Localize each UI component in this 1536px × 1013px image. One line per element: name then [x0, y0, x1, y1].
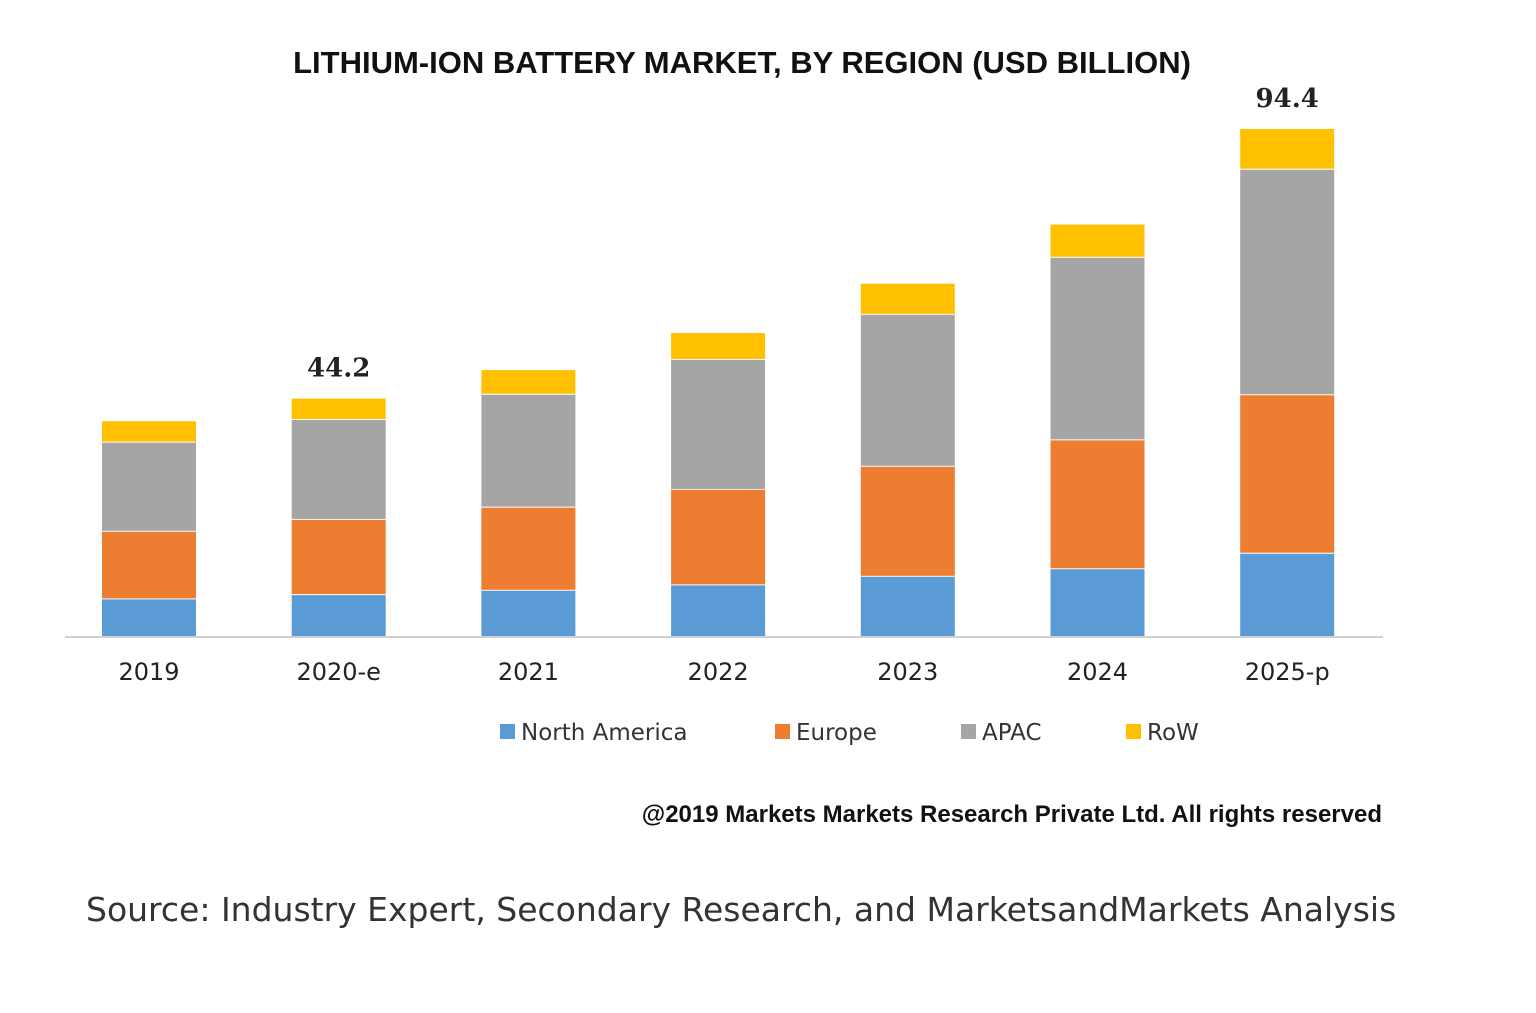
- total-label-2020-e: 44.2: [307, 354, 370, 384]
- bar-segment-apac-2023: [860, 313, 955, 466]
- bar-segment-north-america-2024: [1050, 568, 1145, 636]
- legend: North America Europe APAC RoW: [500, 720, 1199, 746]
- bar-segment-europe-2024: [1050, 439, 1145, 569]
- bar-segment-north-america-2023: [860, 575, 955, 636]
- bar-segment-north-america-2020-e: [291, 594, 386, 636]
- legend-label-apac: APAC: [982, 720, 1042, 746]
- legend-label-europe: Europe: [796, 720, 877, 746]
- bar-segment-europe-2022: [671, 488, 766, 585]
- legend-swatch-apac: [961, 724, 976, 739]
- bar-segment-row-2020-e: [291, 398, 386, 419]
- bar-segment-row-2023: [860, 283, 955, 314]
- total-label-2025-p: 94.4: [1256, 84, 1319, 114]
- legend-swatch-north-america: [500, 724, 515, 739]
- x-tick-2024: 2024: [1067, 658, 1128, 686]
- bar-segment-north-america-2021: [481, 589, 576, 636]
- bar-segment-row-2022: [671, 333, 766, 359]
- bar-segment-row-2021: [481, 370, 576, 394]
- bar-segment-apac-2021: [481, 393, 576, 507]
- x-tick-2019: 2019: [118, 658, 179, 686]
- bar-segment-apac-2019: [102, 441, 196, 531]
- x-tick-2020-e: 2020-e: [296, 658, 381, 686]
- bar-segment-apac-2020-e: [291, 419, 386, 519]
- bars-group: [102, 129, 1335, 636]
- bar-segment-europe-2023: [860, 465, 955, 576]
- total-labels: 44.2 94.4: [307, 84, 1319, 384]
- x-tick-2021: 2021: [498, 658, 559, 686]
- bar-segment-apac-2025-p: [1240, 168, 1335, 395]
- bar-segment-europe-2025-p: [1240, 394, 1335, 553]
- legend-label-north-america: North America: [521, 720, 688, 746]
- copyright-notice: @2019 Markets Markets Research Private L…: [642, 801, 1382, 828]
- bar-segment-north-america-2019: [102, 598, 196, 636]
- chart-title: LITHIUM-ION BATTERY MARKET, BY REGION (U…: [293, 45, 1191, 80]
- bar-segment-europe-2021: [481, 506, 576, 590]
- bar-segment-row-2024: [1050, 224, 1145, 257]
- bar-segment-apac-2024: [1050, 256, 1145, 440]
- bar-segment-north-america-2022: [671, 584, 766, 636]
- x-tick-2023: 2023: [877, 658, 938, 686]
- bar-segment-europe-2019: [102, 530, 196, 599]
- bar-segment-europe-2020-e: [291, 518, 386, 595]
- legend-swatch-europe: [775, 724, 790, 739]
- bar-segment-row-2025-p: [1240, 129, 1335, 169]
- bar-segment-north-america-2025-p: [1240, 552, 1335, 636]
- legend-label-row: RoW: [1147, 720, 1199, 746]
- x-tick-2025-p: 2025-p: [1245, 658, 1330, 686]
- bar-segment-row-2019: [102, 421, 196, 442]
- x-tick-labels: 2019 2020-e 2021 2022 2023 2024 2025-p: [118, 658, 1329, 686]
- legend-swatch-row: [1126, 724, 1141, 739]
- source-note: Source: Industry Expert, Secondary Resea…: [86, 890, 1396, 929]
- x-tick-2022: 2022: [688, 658, 749, 686]
- bar-segment-apac-2022: [671, 358, 766, 489]
